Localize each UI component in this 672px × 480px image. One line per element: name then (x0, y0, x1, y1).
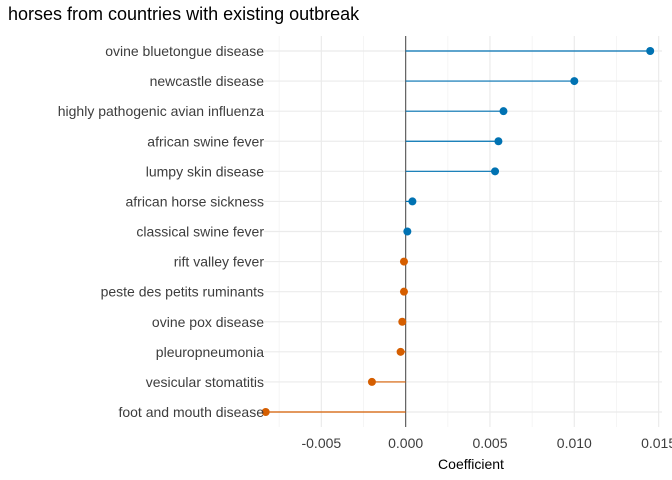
lollipop-point (396, 347, 405, 356)
category-label: african horse sickness (125, 193, 264, 209)
category-label: rift valley fever (174, 254, 265, 270)
x-tick-label: 0.005 (472, 435, 507, 451)
x-tick-label: 0.000 (388, 435, 423, 451)
category-label: ovine bluetongue disease (105, 43, 264, 59)
lollipop-point (399, 257, 408, 266)
x-axis-ticks: -0.005 0.000 0.005 0.010 0.015 (301, 435, 672, 451)
chart-title: horses from countries with existing outb… (8, 4, 360, 24)
lollipop-point (499, 107, 508, 116)
category-label: african swine fever (147, 133, 264, 149)
category-label: ovine pox disease (152, 314, 264, 330)
category-labels: ovine bluetongue disease newcastle diseas… (58, 43, 265, 420)
lollipop-point (261, 408, 270, 416)
category-label: foot and mouth disease (118, 404, 264, 420)
lollipop-point (494, 137, 503, 146)
lollipop-point (398, 317, 407, 326)
lollipop-point (399, 287, 408, 296)
category-label: classical swine fever (136, 224, 264, 240)
lollipop-marks (261, 47, 655, 416)
lollipop-point (367, 377, 376, 386)
x-tick-label: 0.015 (641, 435, 672, 451)
x-tick-label: -0.005 (301, 435, 341, 451)
lollipop-point (403, 227, 412, 236)
category-label: vesicular stomatitis (146, 374, 264, 390)
category-label: highly pathogenic avian influenza (58, 103, 264, 119)
category-label: pleuropneumonia (156, 344, 264, 360)
lollipop-point (491, 167, 500, 176)
category-label: peste des petits ruminants (101, 284, 264, 300)
lollipop-point (408, 197, 417, 206)
category-label: lumpy skin disease (146, 163, 264, 179)
grid-layer (264, 36, 662, 427)
x-axis-title: Coefficient (438, 456, 504, 472)
lollipop-point (570, 77, 579, 86)
x-tick-label: 0.010 (557, 435, 592, 451)
category-label: newcastle disease (150, 73, 265, 89)
lollipop-point (646, 47, 655, 55)
